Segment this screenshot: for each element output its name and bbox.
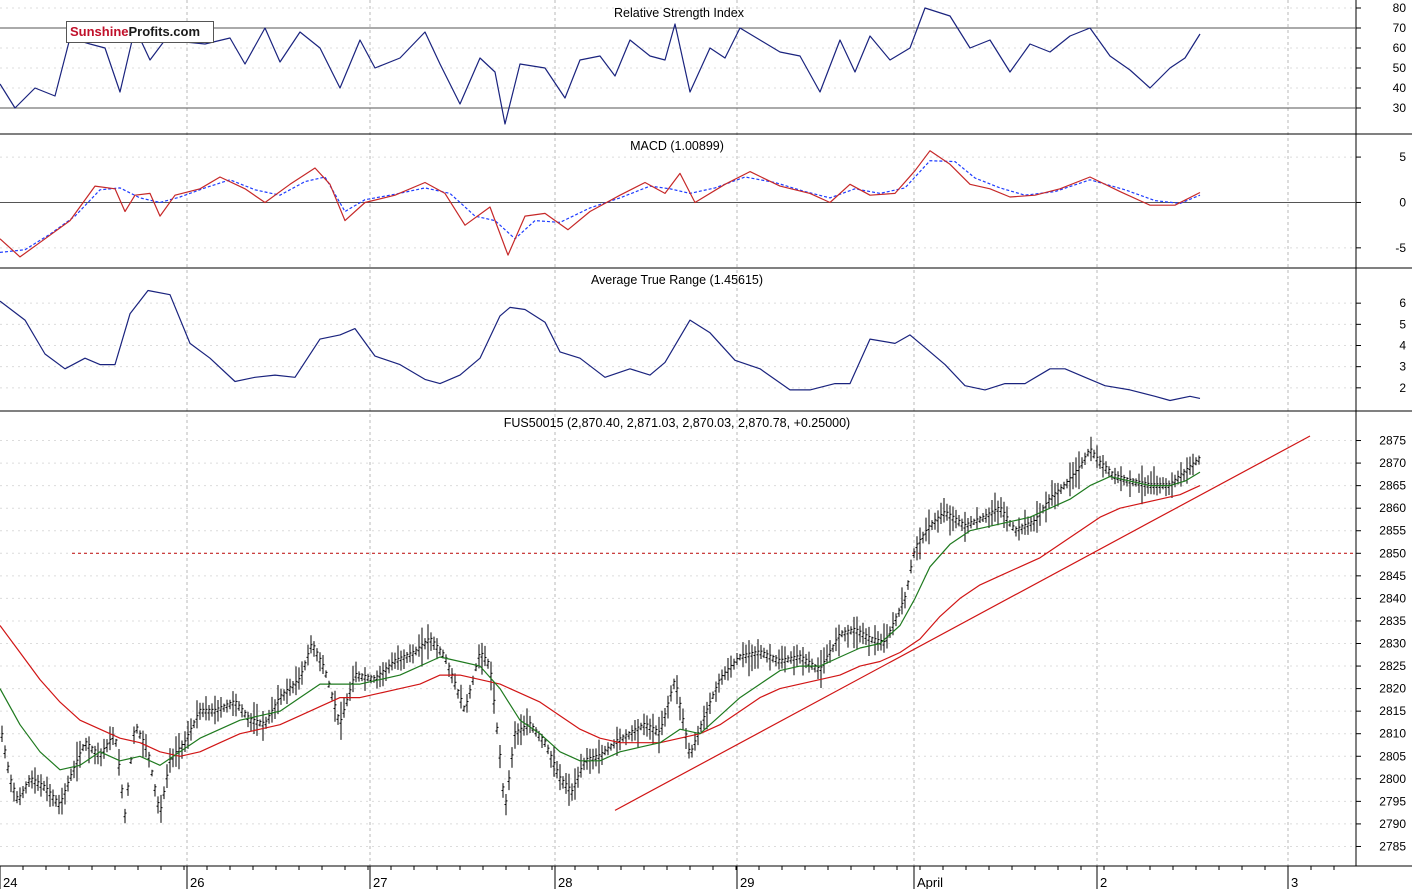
panel-title: Relative Strength Index [614, 6, 745, 20]
macd-signal-line [0, 160, 1201, 253]
y-tick-label: 2805 [1379, 749, 1406, 763]
y-tick-label: 2795 [1379, 794, 1406, 808]
x-tick-label: 28 [558, 875, 572, 889]
y-tick-label: 3 [1399, 360, 1406, 374]
y-tick-label: 2865 [1379, 479, 1406, 493]
moving-average-short [0, 471, 1201, 771]
y-tick-label: 4 [1399, 339, 1406, 353]
panel-title: FUS50015 (2,870.40, 2,871.03, 2,870.03, … [504, 416, 850, 430]
grid-layer [0, 0, 1352, 866]
x-tick-label: 24 [3, 875, 17, 889]
sunshine-profits-logo[interactable]: SunshineProfits.com [66, 21, 214, 43]
x-tick-label: 26 [190, 875, 204, 889]
y-tick-label: 2850 [1379, 546, 1406, 560]
macd-line [0, 150, 1201, 258]
y-tick-label: 2860 [1379, 501, 1406, 515]
y-tick-label: 2855 [1379, 524, 1406, 538]
y-tick-label: -5 [1395, 241, 1406, 255]
x-tick-label: 3 [1291, 875, 1298, 889]
y-tick-label: 2800 [1379, 772, 1406, 786]
logo-part-1: Sunshine [70, 24, 129, 39]
trendline [614, 435, 1311, 811]
y-tick-label: 5 [1399, 150, 1406, 164]
panel-title: MACD (1.00899) [630, 139, 724, 153]
y-tick-label: 2840 [1379, 591, 1406, 605]
x-tick-label: 27 [373, 875, 387, 889]
y-tick-label: 40 [1393, 81, 1407, 95]
x-tick-label: 29 [740, 875, 754, 889]
y-tick-label: 2785 [1379, 839, 1406, 853]
x-tick-label: 2 [1100, 875, 1107, 889]
y-tick-label: 2810 [1379, 727, 1406, 741]
y-tick-label: 0 [1399, 195, 1406, 209]
labels-layer: 30 40 50 60 70 80 Relative Strength Index -5 0 5 M… [3, 1, 1407, 890]
x-tick-label: April [917, 875, 943, 889]
y-tick-label: 2825 [1379, 659, 1406, 673]
y-tick-label: 2815 [1379, 704, 1406, 718]
y-tick-label: 2830 [1379, 637, 1406, 651]
y-tick-label: 2790 [1379, 817, 1406, 831]
y-tick-label: 5 [1399, 317, 1406, 331]
y-tick-label: 60 [1393, 41, 1407, 55]
y-tick-label: 2870 [1379, 456, 1406, 470]
logo-part-2: Profits.com [128, 24, 201, 39]
y-tick-label: 50 [1393, 61, 1407, 75]
panel-title: Average True Range (1.45615) [591, 273, 763, 287]
y-tick-label: 2835 [1379, 614, 1406, 628]
y-tick-label: 80 [1393, 1, 1407, 15]
y-tick-label: 30 [1393, 101, 1407, 115]
atr-line [0, 289, 1201, 402]
y-tick-label: 6 [1399, 296, 1406, 310]
y-tick-label: 2845 [1379, 569, 1406, 583]
y-tick-label: 2875 [1379, 434, 1406, 448]
moving-average-long [0, 485, 1201, 757]
price-bars [0, 436, 1201, 824]
y-tick-label: 2820 [1379, 682, 1406, 696]
y-tick-label: 2 [1399, 381, 1406, 395]
y-tick-label: 70 [1393, 21, 1407, 35]
